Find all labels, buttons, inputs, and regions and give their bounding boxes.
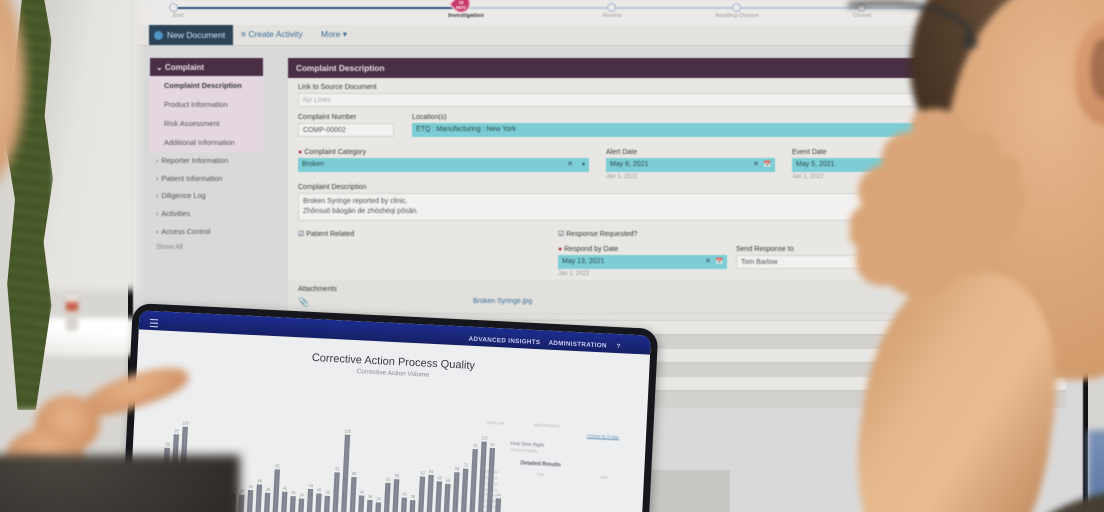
svg-text:36: 36 [368,494,373,500]
svg-text:62: 62 [420,470,425,476]
svg-text:40: 40 [402,491,407,497]
svg-text:38: 38 [411,494,416,500]
svg-text:35: 35 [240,488,245,494]
svg-text:44: 44 [496,492,501,498]
svg-text:58: 58 [437,475,442,481]
svg-text:64: 64 [429,469,434,475]
svg-text:40: 40 [283,485,288,491]
svg-text:34: 34 [300,492,305,498]
svg-text:44: 44 [309,483,314,489]
svg-text:40: 40 [360,489,365,495]
svg-text:92: 92 [473,443,478,449]
svg-text:46: 46 [257,478,262,484]
svg-text:62: 62 [335,466,340,472]
svg-text:40: 40 [249,484,254,490]
svg-text:38: 38 [325,489,330,495]
svg-text:56: 56 [446,477,451,483]
svg-text:38: 38 [266,487,271,493]
svg-text:62: 62 [275,463,280,469]
svg-text:58: 58 [395,473,400,479]
svg-text:94: 94 [490,442,495,448]
svg-text:68: 68 [455,466,460,472]
svg-text:54: 54 [386,476,391,482]
svg-text:34: 34 [376,496,381,502]
svg-text:58: 58 [352,471,357,477]
svg-text:40: 40 [317,487,322,493]
svg-text:100: 100 [344,428,351,434]
svg-text:100: 100 [481,435,488,441]
svg-text:36: 36 [291,490,296,496]
svg-text:72: 72 [464,462,469,468]
